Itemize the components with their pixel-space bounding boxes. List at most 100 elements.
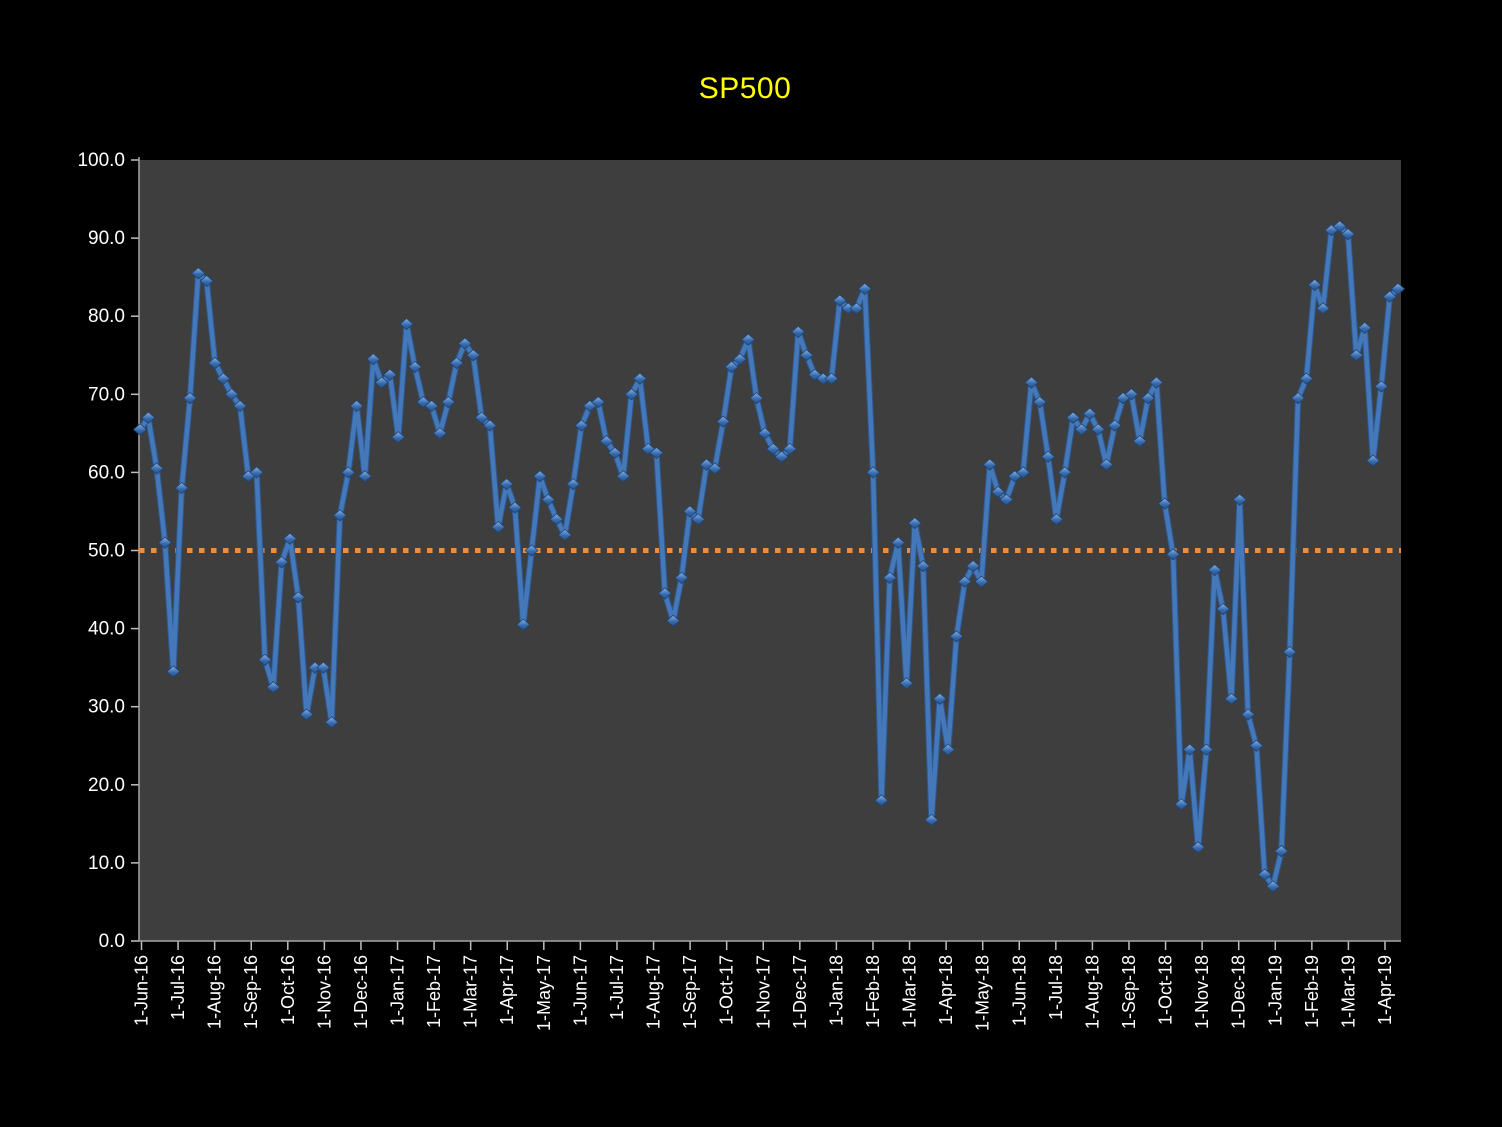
y-axis-label: 90.0 [88,228,125,249]
data-point [916,559,931,573]
data-line [137,224,1401,889]
data-point [407,360,423,374]
data-point [1357,321,1372,335]
data-point [1340,228,1356,241]
data-point [682,505,697,518]
data-point [1024,376,1039,389]
data-point [449,356,464,370]
data-point [732,353,747,366]
data-point [1232,493,1247,506]
data-point [1265,880,1281,893]
x-axis-label: 1-Mar-18 [900,955,920,1028]
data-point [932,692,947,706]
data-point [982,458,997,471]
data-point [741,333,756,346]
data-point [1124,388,1139,401]
x-axis-label: 1-Dec-17 [790,955,810,1029]
y-axis-label: 60.0 [88,462,125,483]
x-axis-label: 1-Jan-18 [826,955,846,1026]
x-axis-label: 1-Oct-18 [1156,955,1176,1025]
data-point [641,442,656,456]
data-point [990,485,1006,499]
y-axis-label: 0.0 [99,931,125,952]
data-point [1165,548,1181,561]
data-point [749,392,764,405]
data-point [457,337,473,350]
data-point [141,411,156,424]
x-axis-label: 1-Sep-18 [1119,955,1139,1029]
data-point [624,388,639,401]
data-point [524,544,539,557]
data-point [432,427,448,440]
y-axis-label: 70.0 [88,384,125,405]
data-point [532,470,548,483]
data-point [1249,739,1264,752]
data-point [1332,220,1347,233]
data-point [616,470,631,483]
data-point [699,458,714,471]
chart-title: SP500 [698,72,792,105]
x-axis: 1-Jun-16 1-Jul-16 1-Aug-16 1-Sep-16 1-Oct-16… [132,941,1395,1031]
data-point [1057,466,1072,479]
x-axis-label: 1-Jun-18 [1009,955,1029,1026]
x-axis-label: 1-Jul-16 [168,955,188,1020]
data-point [649,446,664,460]
data-point [1240,708,1256,721]
x-axis-label: 1-Feb-19 [1302,955,1322,1028]
data-point [1182,743,1197,756]
x-axis-label: 1-Mar-19 [1338,955,1358,1028]
data-point [157,536,173,549]
data-point [1215,602,1231,616]
data-point [216,372,231,385]
data-point [674,571,689,584]
data-point [1107,419,1122,432]
data-point [607,446,622,460]
data-point [191,267,206,280]
data-point [357,470,373,483]
data-point [757,427,772,440]
x-axis-label: 1-Aug-16 [205,955,225,1029]
data-point [957,575,972,588]
data-point [166,665,181,678]
y-axis-label: 100.0 [77,150,125,171]
data-point [349,399,364,413]
data-point [149,462,164,475]
data-point [882,571,897,584]
x-axis-label: 1-Apr-19 [1375,955,1395,1025]
data-point [391,431,406,444]
x-axis-label: 1-Apr-18 [936,955,956,1025]
x-axis-label: 1-Oct-16 [278,955,298,1025]
data-point [691,513,706,526]
x-axis-label: 1-Dec-18 [1229,955,1249,1029]
data-point [782,442,797,456]
data-point [557,528,572,542]
data-point [299,708,314,721]
data-point [999,493,1014,506]
data-point [424,399,439,413]
data-point [516,618,531,631]
x-axis-label: 1-Nov-18 [1192,955,1212,1029]
data-point [1090,423,1106,436]
data-point [1032,395,1047,409]
data-point [1190,841,1206,854]
data-point [266,681,281,694]
x-axis-label: 1-Mar-17 [461,955,481,1028]
data-point [491,520,506,534]
data-point [1099,458,1114,471]
x-axis-label: 1-Sep-17 [680,955,700,1029]
data-point [291,591,306,604]
data-point [274,556,289,569]
x-axis-label: 1-Jun-17 [570,955,590,1026]
data-point [1049,513,1064,526]
y-axis: 0.0 10.0 20.0 30.0 40.0 50.0 60.0 70.0 80.0 90.0 1… [77,150,139,952]
data-point [316,661,331,674]
data-point [716,415,731,428]
data-point [1349,349,1364,362]
data-point [866,466,881,479]
data-point [632,372,647,385]
x-axis-label: 1-Dec-16 [351,955,371,1029]
data-point [507,501,523,514]
data-point [366,353,381,366]
